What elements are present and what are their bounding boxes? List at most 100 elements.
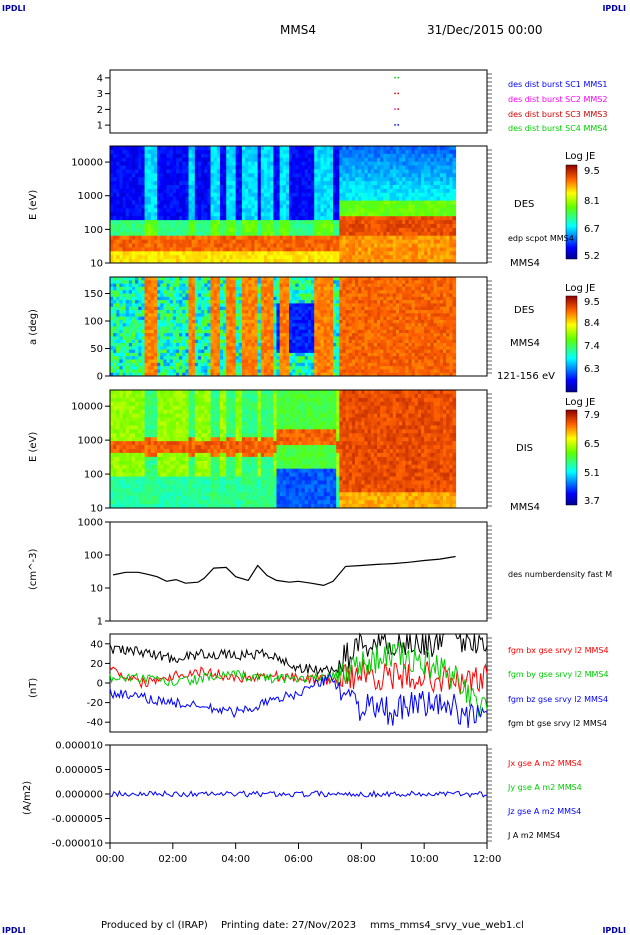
des-energy-cell [233,193,237,197]
des-pitch-cell [126,313,130,317]
des-energy-cell [364,197,368,201]
des-energy-cell [160,169,164,173]
des-pitch-cell [204,320,208,324]
des-energy-cell [339,224,343,228]
des-energy-cell [443,201,447,205]
des-energy-cell [245,189,249,193]
des-energy-cell [383,166,387,170]
des-energy-cell [330,244,334,248]
des-energy-cell [185,201,189,205]
des-energy-cell [299,158,303,162]
des-energy-cell [207,185,211,189]
des-energy-cell [317,208,321,212]
des-energy-cell [333,244,337,248]
des-pitch-cell [148,300,152,304]
des-energy-cell [163,236,167,240]
des-energy-cell [418,193,422,197]
des-energy-cell [185,177,189,181]
des-energy-cell [358,255,362,259]
des-energy-cell [251,162,255,166]
des-energy-cell [280,251,284,255]
des-pitch-cell [141,277,145,281]
des-pitch-cell [273,317,277,321]
des-energy-cell [264,189,268,193]
des-pitch-cell [182,287,186,291]
des-energy-cell [248,224,252,228]
des-energy-cell [236,173,240,177]
des-energy-cell [138,173,142,177]
des-pitch-cell [201,336,205,340]
des-energy-cell [342,189,346,193]
des-pitch-cell [110,320,114,324]
des-energy-cell [421,240,425,244]
des-pitch-cell [264,280,268,284]
des-energy-cell [358,212,362,216]
des-energy-cell [245,232,249,236]
des-pitch-cell [189,290,193,294]
des-energy-cell [226,240,230,244]
des-pitch-cell [141,360,145,364]
des-pitch-cell [145,320,149,324]
des-energy-cell [226,158,230,162]
des-energy-cell [339,244,343,248]
des-energy-cell [217,169,221,173]
des-pitch-cell [273,313,277,317]
des-energy-cell [151,240,155,244]
des-energy-cell [380,146,384,150]
des-pitch-cell [151,300,155,304]
des-energy-cell [173,216,177,220]
des-energy-cell [192,173,196,177]
des-pitch-cell [242,284,246,288]
des-pitch-cell [264,323,268,327]
des-energy-cell [346,181,350,185]
des-energy-cell [295,189,299,193]
des-energy-cell [374,228,378,232]
des-energy-cell [223,181,227,185]
des-energy-cell [383,158,387,162]
des-pitch-cell [220,303,224,307]
des-pitch-cell [258,300,262,304]
des-pitch-cell [116,297,120,301]
des-pitch-cell [141,353,145,357]
des-pitch-cell [236,323,240,327]
des-energy-cell [176,240,180,244]
des-pitch-cell [148,369,152,373]
des-pitch-cell [207,360,211,364]
des-energy-cell [214,189,218,193]
des-energy-cell [336,224,340,228]
des-pitch-cell [192,280,196,284]
des-energy-cell [292,244,296,248]
des-pitch-cell [236,297,240,301]
des-energy-cell [145,162,149,166]
des-energy-cell [368,150,372,154]
des-energy-cell [352,240,356,244]
des-pitch-cell [170,356,174,360]
des-energy-cell [163,228,167,232]
des-energy-cell [424,154,428,158]
des-pitch-cell [236,307,240,311]
des-pitch-cell [217,340,221,344]
des-pitch-cell [182,323,186,327]
des-energy-cell [236,255,240,259]
des-energy-cell [185,173,189,177]
des-energy-cell [305,154,309,158]
des-pitch-cell [129,290,133,294]
des-energy-cell [176,232,180,236]
des-energy-cell [317,247,321,251]
des-energy-cell [342,185,346,189]
des-energy-cell [405,158,409,162]
des-pitch-cell [182,343,186,347]
des-energy-cell [123,197,127,201]
des-energy-cell [214,255,218,259]
des-energy-cell [217,181,221,185]
des-energy-cell [305,216,309,220]
des-pitch-cell [201,343,205,347]
des-energy-cell [248,232,252,236]
des-energy-cell [214,150,218,154]
des-energy-cell [167,177,171,181]
des-energy-cell [211,189,215,193]
des-energy-cell [412,154,416,158]
des-energy-cell [399,247,403,251]
des-energy-cell [201,158,205,162]
des-energy-cell [138,185,142,189]
